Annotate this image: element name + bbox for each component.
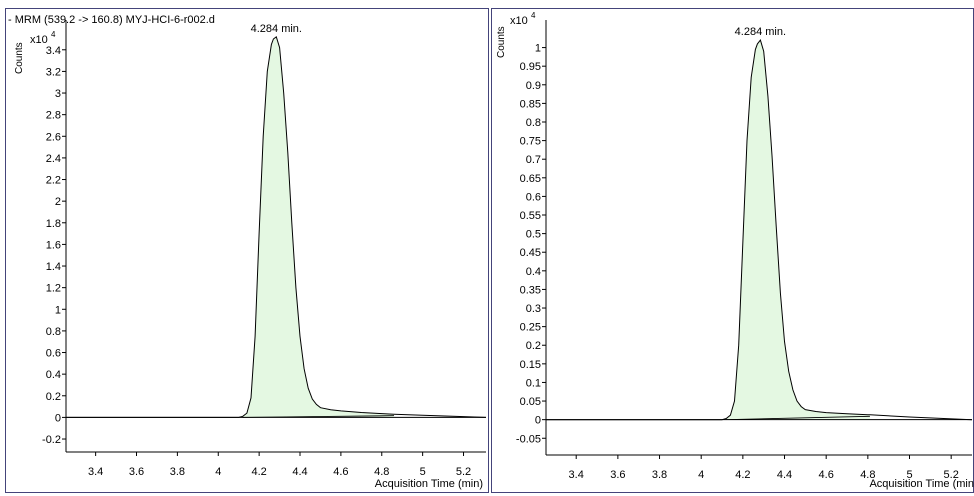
- left-y-tick-label: 2.6: [46, 131, 61, 143]
- left-y-tick-label: 2.8: [46, 110, 61, 122]
- right-x-tick-label: 3.4: [569, 469, 584, 481]
- left-peak-label: 4.284 min.: [251, 23, 302, 35]
- right-peak-label: 4.284 min.: [735, 26, 786, 38]
- left-x-tick-label: 4: [215, 466, 221, 478]
- left-x-tick-label: 4.4: [292, 466, 307, 478]
- left-plot: -0.2 0 0.2 0.4 0.6 0.8 1 1.2 1.4 1.6 1.8 2 2.2 2.4 2.6…: [42, 20, 487, 478]
- right-y-tick-label: 0.35: [520, 284, 541, 296]
- left-y-tick-label: 1: [55, 304, 61, 316]
- left-x-tick-label: 5: [420, 466, 426, 478]
- left-y-tick-label: 1.6: [46, 239, 61, 251]
- right-y-tick-label: 1: [535, 43, 541, 55]
- right-x-tick-label: 5: [906, 469, 912, 481]
- right-x-tick-label: 3.6: [610, 469, 625, 481]
- left-y-tick-label: 3: [55, 88, 61, 100]
- right-plot: -0.05 0 0.05 0.1 0.15 0.2 0.25 0.3 0.35 0.4 0.45 0.…: [516, 20, 973, 481]
- right-y-tick-label: 0.25: [520, 322, 541, 334]
- right-x-tick-label: 4.6: [819, 469, 834, 481]
- left-x-tick-label: 4.6: [333, 466, 348, 478]
- left-y-tick-label: 1.4: [46, 261, 61, 273]
- left-x-tick-label: 3.4: [88, 466, 103, 478]
- left-y-axis-label: Counts: [14, 42, 25, 74]
- left-y-multiplier: x10: [30, 34, 48, 46]
- right-x-tick-label: 4: [698, 469, 704, 481]
- right-y-tick-label: 0.9: [526, 80, 541, 92]
- right-y-tick-label: 0.05: [520, 396, 541, 408]
- left-y-tick-label: 0.2: [46, 391, 61, 403]
- right-y-tick-label: -0.05: [516, 433, 541, 445]
- left-y-tick-label: 0.8: [46, 326, 61, 338]
- right-x-tick-label: 4.2: [735, 469, 750, 481]
- left-x-tick-label: 4.2: [251, 466, 266, 478]
- left-x-tick-label: 3.6: [129, 466, 144, 478]
- left-x-axis-label: Acquisition Time (min): [375, 478, 483, 490]
- right-y-tick-label: 0.7: [526, 154, 541, 166]
- left-x-tick-label: 4.8: [374, 466, 389, 478]
- right-y-tick-label: 0.75: [520, 136, 541, 148]
- left-y-exponent: 4: [51, 30, 56, 39]
- right-trace: [546, 39, 973, 421]
- right-y-tick-label: 0.6: [526, 191, 541, 203]
- left-y-tick-label: 0.4: [46, 369, 61, 381]
- right-x-tick-label: 4.8: [860, 469, 875, 481]
- right-x-tick-label: 3.8: [652, 469, 667, 481]
- left-trace: [66, 35, 487, 418]
- right-integration-baseline: [726, 415, 870, 421]
- right-y-tick-label: 0.3: [526, 303, 541, 315]
- left-y-tick-label: 0.6: [46, 348, 61, 360]
- right-y-tick-label: 0.95: [520, 61, 541, 73]
- right-x-tick-label: 5.2: [944, 469, 959, 481]
- right-y-tick-label: 0.55: [520, 210, 541, 222]
- right-y-exponent: 4: [531, 11, 536, 20]
- right-y-tick-label: 0.4: [526, 266, 541, 278]
- right-y-tick-label: 0.45: [520, 247, 541, 259]
- left-y-tick-label: 1.2: [46, 283, 61, 295]
- right-y-tick-label: 0.15: [520, 359, 541, 371]
- right-y-tick-label: 0.65: [520, 173, 541, 185]
- right-y-tick-label: 0.85: [520, 98, 541, 110]
- right-x-tick-label: 4.4: [777, 469, 792, 481]
- right-peak-fill: [726, 40, 870, 420]
- left-integration-baseline: [242, 415, 395, 418]
- right-y-tick-label: 0.2: [526, 340, 541, 352]
- right-y-multiplier: x10: [510, 15, 528, 27]
- right-x-axis-label: Acquisition Time (min: [869, 478, 974, 490]
- right-y-tick-label: 0.5: [526, 229, 541, 241]
- left-y-tick-label: 3.2: [46, 66, 61, 78]
- left-x-tick-label: 3.8: [170, 466, 185, 478]
- right-y-axis-label: Counts: [496, 26, 507, 58]
- left-panel-border: [5, 8, 489, 493]
- left-y-tick-label: 1.8: [46, 218, 61, 230]
- left-y-tick-label: 0: [55, 412, 61, 424]
- right-y-tick-label: 0.8: [526, 117, 541, 129]
- right-y-tick-label: 0: [535, 415, 541, 427]
- left-chart-title: - MRM (539.2 -> 160.8) MYJ-HCI-6-r002.d: [8, 14, 215, 26]
- left-y-tick-label: 2.2: [46, 175, 61, 187]
- left-y-tick-label: -0.2: [42, 434, 61, 446]
- left-peak-fill: [242, 36, 394, 418]
- right-y-tick-label: 0.1: [526, 377, 541, 389]
- left-y-tick-label: 2.4: [46, 153, 61, 165]
- left-y-tick-label: 3.4: [46, 45, 61, 57]
- left-y-tick-label: 2: [55, 196, 61, 208]
- left-x-tick-label: 5.2: [456, 466, 471, 478]
